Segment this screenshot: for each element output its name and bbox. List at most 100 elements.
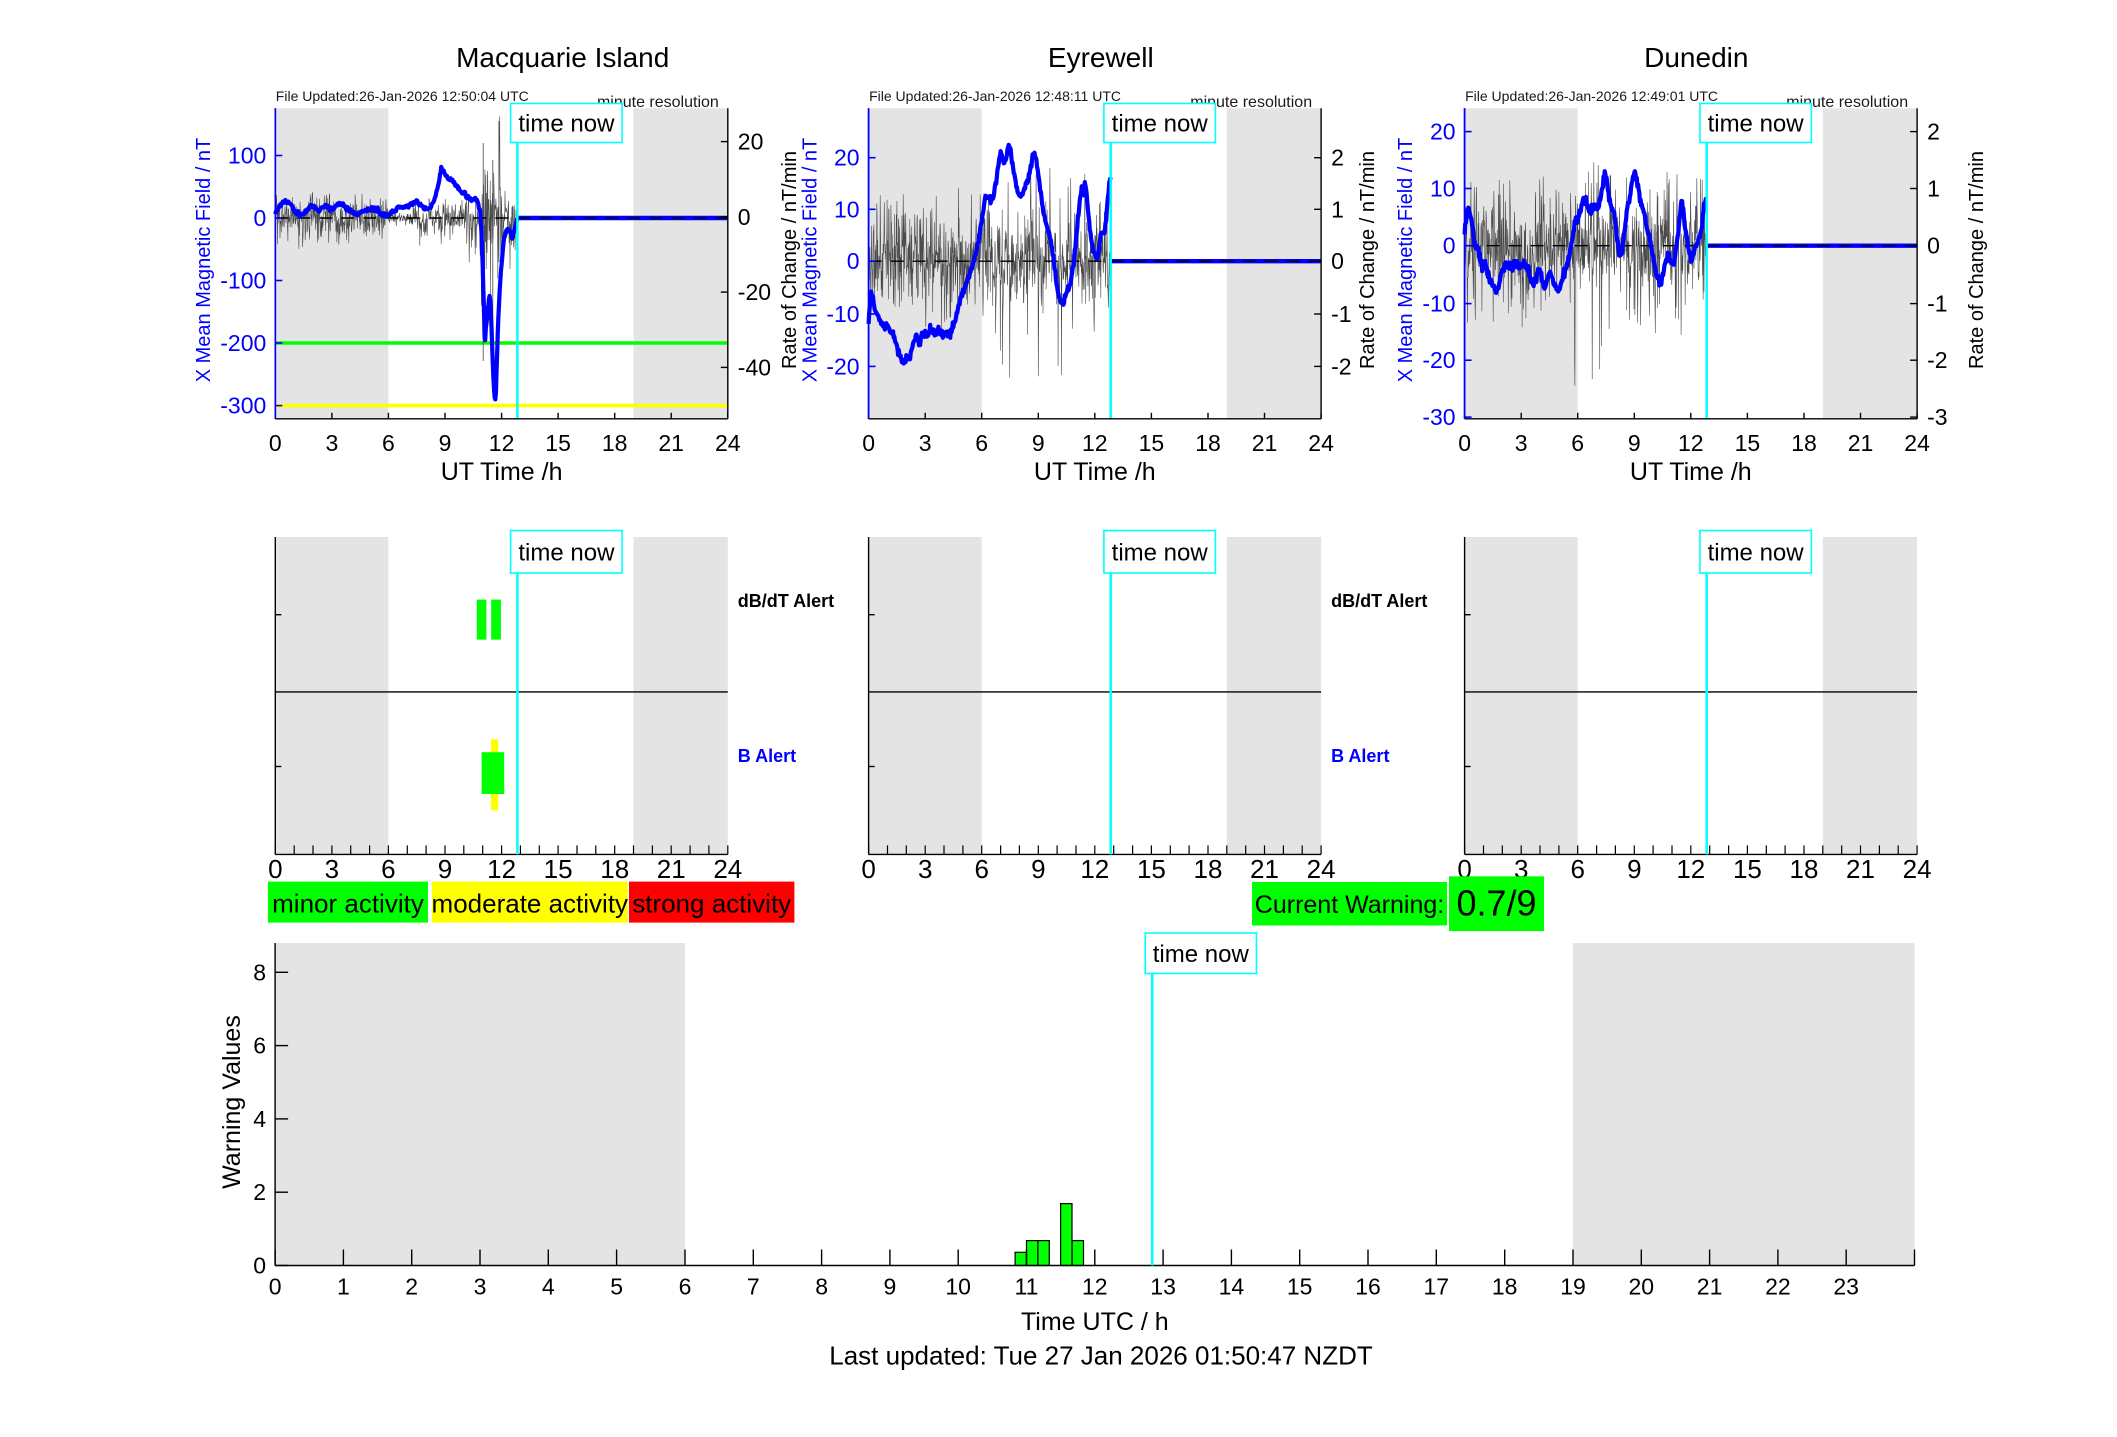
- svg-text:0: 0: [253, 1253, 266, 1279]
- svg-text:-200: -200: [220, 330, 266, 356]
- svg-text:3: 3: [918, 854, 932, 884]
- svg-text:24: 24: [1904, 430, 1930, 456]
- svg-text:Eyrewell: Eyrewell: [1048, 42, 1154, 73]
- svg-text:21: 21: [1250, 854, 1279, 884]
- svg-text:21: 21: [657, 854, 686, 884]
- svg-text:Time UTC / h: Time UTC / h: [1021, 1308, 1169, 1336]
- svg-text:21: 21: [1697, 1274, 1723, 1300]
- svg-text:6: 6: [1571, 430, 1584, 456]
- svg-text:minute resolution: minute resolution: [1190, 94, 1312, 111]
- svg-text:0: 0: [861, 854, 875, 884]
- svg-text:-2: -2: [1331, 353, 1351, 379]
- svg-text:13: 13: [1150, 1274, 1176, 1300]
- svg-text:12: 12: [1678, 430, 1704, 456]
- svg-text:minor activity: minor activity: [272, 889, 424, 919]
- svg-text:-1: -1: [1927, 291, 1947, 317]
- svg-text:6: 6: [975, 430, 988, 456]
- svg-text:X Mean Magnetic Field / nT: X Mean Magnetic Field / nT: [800, 138, 822, 383]
- svg-text:time now: time now: [518, 539, 615, 566]
- svg-text:File Updated:26-Jan-2026 12:49: File Updated:26-Jan-2026 12:49:01 UTC: [1465, 88, 1718, 104]
- svg-text:0: 0: [269, 1274, 282, 1300]
- svg-text:9: 9: [1627, 854, 1641, 884]
- svg-text:-40: -40: [738, 354, 771, 380]
- svg-text:9: 9: [884, 1274, 897, 1300]
- svg-text:moderate activity: moderate activity: [432, 889, 629, 919]
- svg-text:4: 4: [542, 1274, 555, 1300]
- svg-text:Dunedin: Dunedin: [1644, 42, 1748, 73]
- svg-text:22: 22: [1765, 1274, 1791, 1300]
- svg-text:minute resolution: minute resolution: [1786, 94, 1908, 111]
- svg-text:16: 16: [1355, 1274, 1381, 1300]
- svg-text:-20: -20: [1422, 347, 1455, 373]
- svg-text:9: 9: [1032, 430, 1045, 456]
- svg-text:X Mean Magnetic Field / nT: X Mean Magnetic Field / nT: [193, 138, 215, 383]
- svg-text:12: 12: [489, 430, 515, 456]
- svg-text:6: 6: [381, 854, 395, 884]
- svg-text:time now: time now: [1708, 539, 1805, 566]
- svg-text:15: 15: [1287, 1274, 1313, 1300]
- svg-text:UT Time /h: UT Time /h: [441, 458, 563, 486]
- svg-text:3: 3: [325, 854, 339, 884]
- svg-text:1: 1: [337, 1274, 350, 1300]
- svg-text:2: 2: [1927, 119, 1940, 145]
- svg-text:24: 24: [715, 430, 741, 456]
- svg-text:10: 10: [945, 1274, 971, 1300]
- svg-text:0: 0: [1927, 233, 1940, 259]
- svg-text:-20: -20: [826, 353, 859, 379]
- svg-text:9: 9: [438, 854, 452, 884]
- svg-text:-30: -30: [1422, 404, 1455, 430]
- svg-text:20: 20: [1629, 1274, 1655, 1300]
- svg-text:12: 12: [1676, 854, 1705, 884]
- svg-text:15: 15: [545, 430, 571, 456]
- svg-text:20: 20: [738, 129, 764, 155]
- svg-text:0: 0: [1443, 233, 1456, 259]
- svg-text:24: 24: [1308, 430, 1334, 456]
- svg-text:15: 15: [1733, 854, 1762, 884]
- svg-text:8: 8: [253, 959, 266, 985]
- svg-text:3: 3: [919, 430, 932, 456]
- svg-text:21: 21: [658, 430, 684, 456]
- svg-text:20: 20: [834, 145, 860, 171]
- svg-text:2: 2: [405, 1274, 418, 1300]
- svg-text:6: 6: [1570, 854, 1584, 884]
- svg-text:-10: -10: [826, 301, 859, 327]
- svg-text:21: 21: [1848, 430, 1874, 456]
- svg-text:Rate of Change / nT/min: Rate of Change / nT/min: [779, 151, 801, 369]
- svg-text:15: 15: [1735, 430, 1761, 456]
- svg-text:Macquarie Island: Macquarie Island: [456, 42, 669, 73]
- svg-text:Last updated: Tue 27 Jan 2026: Last updated: Tue 27 Jan 2026 01:50:47 N…: [829, 1341, 1373, 1371]
- svg-text:Rate of Change / nT/min: Rate of Change / nT/min: [1357, 151, 1379, 369]
- svg-text:18: 18: [1492, 1274, 1518, 1300]
- svg-text:15: 15: [1139, 430, 1165, 456]
- svg-text:6: 6: [382, 430, 395, 456]
- svg-text:11: 11: [1015, 1274, 1039, 1300]
- svg-text:18: 18: [600, 854, 629, 884]
- svg-text:10: 10: [1430, 176, 1456, 202]
- svg-text:3: 3: [326, 430, 339, 456]
- svg-text:12: 12: [1082, 1274, 1108, 1300]
- svg-text:21: 21: [1846, 854, 1875, 884]
- svg-text:3: 3: [1515, 430, 1528, 456]
- svg-text:5: 5: [610, 1274, 623, 1300]
- svg-text:100: 100: [228, 143, 266, 169]
- svg-text:File Updated:26-Jan-2026 12:48: File Updated:26-Jan-2026 12:48:11 UTC: [869, 88, 1121, 104]
- svg-text:9: 9: [1628, 430, 1641, 456]
- svg-text:18: 18: [1194, 854, 1223, 884]
- svg-text:2: 2: [253, 1179, 266, 1205]
- svg-text:24: 24: [713, 854, 742, 884]
- svg-text:File Updated:26-Jan-2026 12:50: File Updated:26-Jan-2026 12:50:04 UTC: [276, 88, 529, 104]
- svg-text:20: 20: [1430, 119, 1456, 145]
- svg-text:18: 18: [1791, 430, 1817, 456]
- svg-text:time now: time now: [1112, 539, 1209, 566]
- svg-text:23: 23: [1833, 1274, 1859, 1300]
- svg-text:-3: -3: [1927, 404, 1947, 430]
- svg-text:0: 0: [847, 248, 860, 274]
- svg-text:6: 6: [679, 1274, 692, 1300]
- svg-text:18: 18: [1790, 854, 1819, 884]
- svg-text:B Alert: B Alert: [738, 746, 796, 766]
- svg-text:21: 21: [1252, 430, 1278, 456]
- svg-text:-20: -20: [738, 279, 771, 305]
- svg-text:-1: -1: [1331, 301, 1351, 327]
- svg-text:24: 24: [1307, 854, 1336, 884]
- svg-text:9: 9: [439, 430, 452, 456]
